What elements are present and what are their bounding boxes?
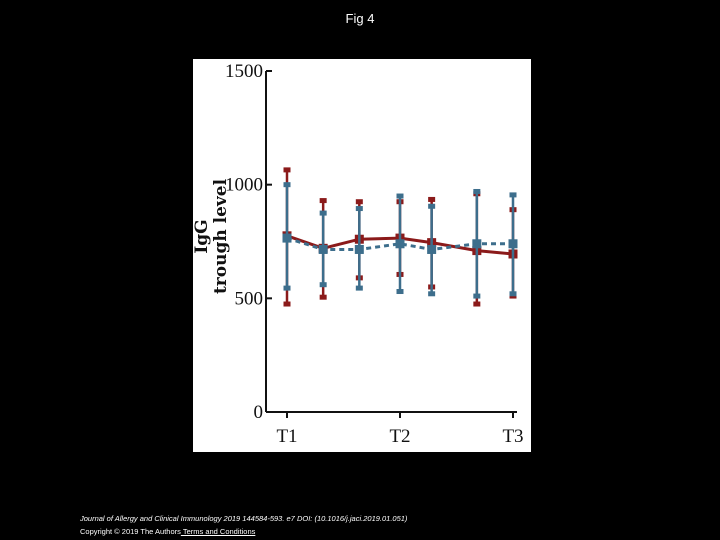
y-axis-label-line: trough level (211, 178, 231, 294)
y-tick-label: 500 (235, 288, 264, 309)
x-tick-label: T3 (502, 426, 523, 447)
figure-panel: IgG trough level 1500 1000 500 0 T1 T2 T3 (193, 59, 531, 452)
error-cap-low (428, 291, 436, 297)
y-axis-label: IgG trough level (193, 178, 231, 294)
error-cap-high (509, 192, 517, 198)
data-point (472, 239, 482, 249)
data-point (282, 233, 292, 243)
error-cap-low (473, 293, 481, 299)
axes (265, 71, 517, 413)
error-cap-low (509, 291, 517, 297)
data-point (508, 239, 518, 249)
data-point (318, 244, 328, 254)
error-cap-high (428, 196, 436, 202)
error-cap-low (283, 285, 291, 291)
error-cap-low (283, 301, 291, 307)
error-cap-low (473, 301, 481, 307)
error-cap-low (355, 285, 363, 291)
error-cap-high (283, 182, 291, 188)
error-cap-high (428, 203, 436, 209)
y-tick-label: 1500 (225, 61, 263, 82)
y-tick-label: 1000 (225, 175, 263, 196)
terms-link[interactable]: Terms and Conditions (180, 527, 256, 536)
error-cap-low (319, 282, 327, 288)
error-cap-high (319, 210, 327, 216)
x-tick-label: T1 (276, 426, 297, 447)
data-point (354, 244, 364, 254)
data-point (395, 239, 405, 249)
x-tick-label: T2 (389, 426, 410, 447)
data-point (427, 244, 437, 254)
copyright-line: Copyright © 2019 The Authors Terms and C… (80, 527, 255, 536)
copyright-text: Copyright © 2019 The Authors (80, 527, 181, 536)
error-cap-high (283, 167, 291, 173)
error-cap-high (396, 193, 404, 199)
slide-title: Fig 4 (345, 11, 375, 26)
error-cap-high (355, 206, 363, 212)
series (282, 167, 518, 307)
citation: Journal of Allergy and Clinical Immunolo… (80, 514, 408, 523)
line-chart: IgG trough level 1500 1000 500 0 T1 T2 T3 (193, 61, 524, 447)
y-tick-label: 0 (254, 402, 264, 423)
error-cap-low (396, 289, 404, 295)
series-dashed (282, 182, 518, 299)
error-cap-high (473, 188, 481, 194)
error-cap-high (355, 199, 363, 205)
y-axis-label-line: IgG (193, 219, 212, 253)
ticks: 1500 1000 500 0 T1 T2 T3 (225, 61, 524, 447)
error-cap-high (319, 198, 327, 204)
error-cap-low (319, 294, 327, 300)
